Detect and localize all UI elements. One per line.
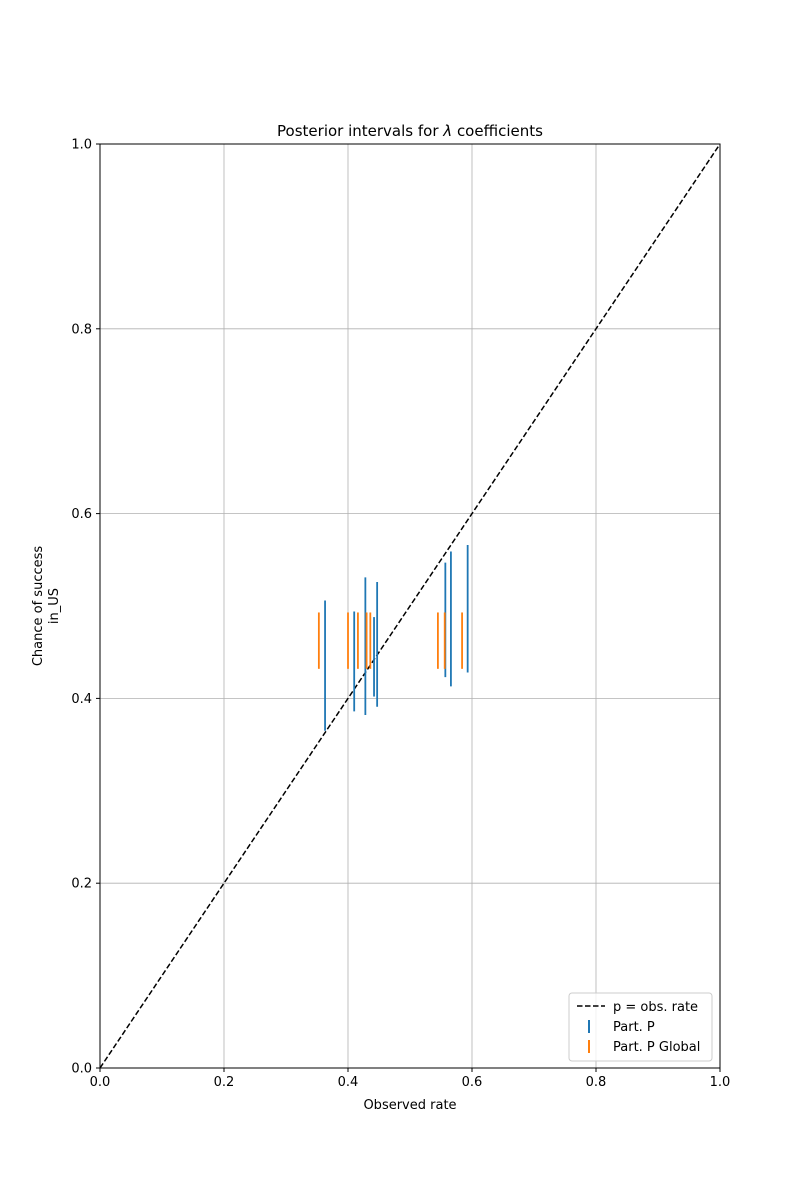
series-0 bbox=[324, 545, 469, 731]
x-tick-label: 0.4 bbox=[338, 1075, 359, 1090]
legend: p = obs. rate Part. P Part. P Global bbox=[568, 992, 713, 1062]
legend-label-reference-line: p = obs. rate bbox=[613, 1000, 698, 1015]
y-tick-label: 0.6 bbox=[71, 507, 92, 522]
title-lambda-symbol: λ bbox=[442, 122, 452, 140]
legend-label-part-p-global: Part. P Global bbox=[613, 1040, 700, 1055]
plot-area-frame bbox=[99, 143, 721, 1069]
y-axis-label-line-1: Chance of success bbox=[31, 546, 46, 667]
y-axis-label-line-2: in_US bbox=[47, 588, 62, 624]
x-axis-label: Observed rate bbox=[363, 1098, 456, 1113]
reference-line bbox=[99, 143, 721, 1069]
chart-title: Posterior intervals for λ coefficients bbox=[277, 122, 543, 140]
y-tick-label: 1.0 bbox=[71, 138, 92, 153]
x-tick-label: 0.2 bbox=[214, 1075, 235, 1090]
errorbar-series-layer bbox=[317, 545, 469, 731]
series-1 bbox=[317, 612, 463, 669]
y-tick-label: 0.4 bbox=[71, 692, 92, 707]
x-tick-label: 0.0 bbox=[90, 1075, 111, 1090]
reference-line-layer bbox=[99, 143, 721, 1069]
y-axis-label: Chance of success in_US bbox=[31, 546, 62, 667]
legend-box bbox=[568, 992, 713, 1062]
y-tick-label: 0.2 bbox=[71, 877, 92, 892]
x-tick-label: 1.0 bbox=[710, 1075, 731, 1090]
grid bbox=[99, 143, 721, 1069]
y-tick-label: 0.8 bbox=[71, 322, 92, 337]
y-tick-label: 0.0 bbox=[71, 1062, 92, 1077]
x-tick-label: 0.6 bbox=[462, 1075, 483, 1090]
y-axis-ticks: 0.0 0.2 0.4 0.6 0.8 1.0 bbox=[71, 138, 100, 1077]
x-tick-label: 0.8 bbox=[586, 1075, 607, 1090]
legend-label-part-p: Part. P bbox=[613, 1020, 655, 1035]
x-axis-ticks: 0.0 0.2 0.4 0.6 0.8 1.0 bbox=[90, 1068, 731, 1090]
